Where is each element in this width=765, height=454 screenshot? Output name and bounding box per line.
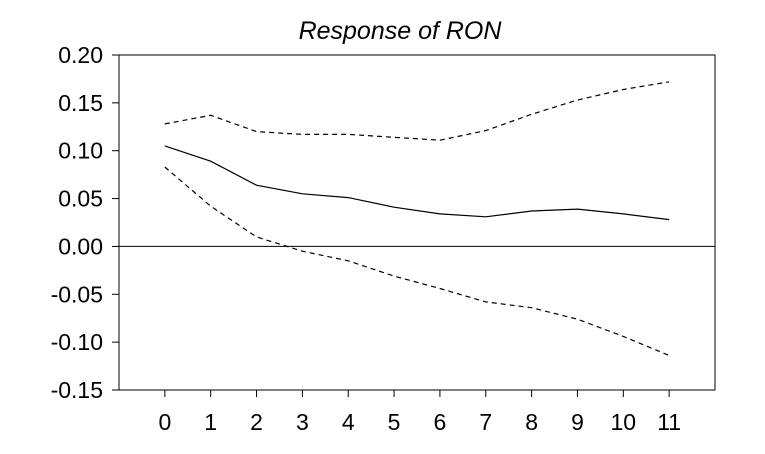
x-axis: 0 1 2 3 4 5 6 7 8 9 10 11 bbox=[158, 390, 681, 435]
y-tick-label: 0.00 bbox=[58, 233, 103, 259]
x-tick-label: 8 bbox=[525, 409, 538, 435]
y-tick-label: 0.20 bbox=[58, 42, 103, 68]
y-tick-label: -0.15 bbox=[51, 377, 103, 403]
y-tick-label: 0.10 bbox=[58, 138, 103, 164]
upper-band-line bbox=[164, 81, 670, 141]
chart-title: Response of RON bbox=[299, 17, 503, 45]
y-tick-label: -0.05 bbox=[51, 281, 103, 307]
x-tick-label: 0 bbox=[158, 409, 171, 435]
x-tick-label: 10 bbox=[611, 409, 637, 435]
y-tick-label: -0.10 bbox=[51, 329, 103, 355]
lower-band-line bbox=[164, 166, 670, 357]
x-tick-label: 4 bbox=[342, 409, 355, 435]
x-tick-label: 6 bbox=[434, 409, 447, 435]
plot-frame bbox=[118, 54, 716, 391]
x-tick-label: 2 bbox=[250, 409, 263, 435]
y-tick-label: 0.05 bbox=[58, 186, 103, 212]
x-tick-label: 9 bbox=[571, 409, 584, 435]
y-tick-label: 0.15 bbox=[58, 90, 103, 116]
x-tick-label: 5 bbox=[388, 409, 401, 435]
x-tick-label: 7 bbox=[479, 409, 492, 435]
series-group bbox=[164, 81, 670, 357]
x-tick-label: 3 bbox=[296, 409, 309, 435]
x-tick-label: 1 bbox=[204, 409, 217, 435]
y-axis: 0.20 0.15 0.10 0.05 0.00 -0.05 -0.10 -0.15 bbox=[51, 42, 119, 403]
x-tick-label: 11 bbox=[657, 409, 681, 435]
response-line bbox=[164, 145, 670, 221]
